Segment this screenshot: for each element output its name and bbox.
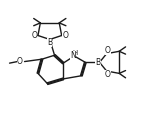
Text: O: O <box>105 70 111 79</box>
Text: O: O <box>17 57 23 66</box>
Text: N: N <box>70 51 76 60</box>
Text: B: B <box>95 58 100 67</box>
Text: O: O <box>62 31 68 40</box>
Text: H: H <box>73 50 78 56</box>
Text: B: B <box>47 38 52 47</box>
Text: O: O <box>32 31 37 40</box>
Text: O: O <box>105 46 111 55</box>
